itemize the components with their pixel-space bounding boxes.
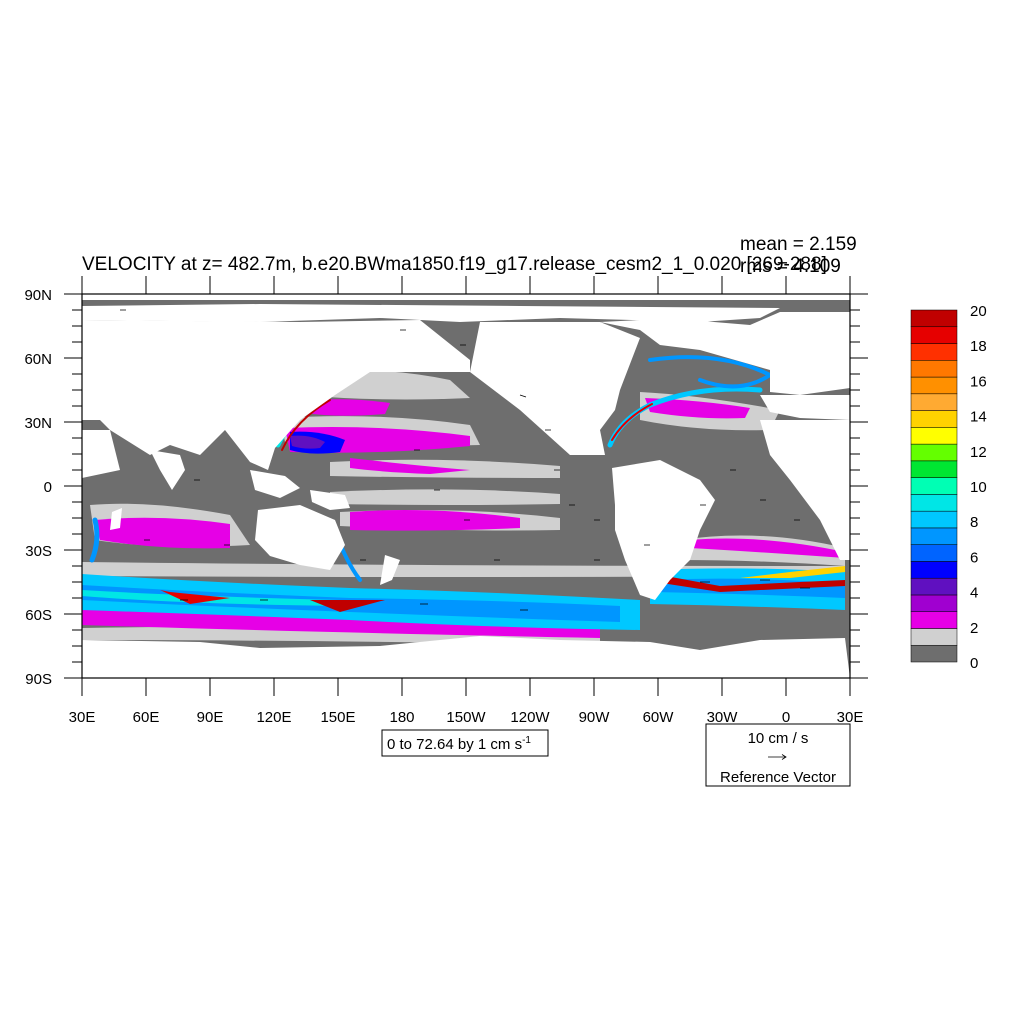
lat-label: 60N <box>24 351 52 368</box>
lon-label: 30E <box>837 709 864 726</box>
lon-label: 60W <box>643 709 675 726</box>
reference-arrow-icon <box>768 754 787 760</box>
colorbar-swatch <box>910 544 958 562</box>
lon-label: 30W <box>707 709 739 726</box>
lon-label: 90E <box>197 709 224 726</box>
colorbar-swatch <box>910 494 958 512</box>
lon-label: 120E <box>256 709 291 726</box>
lon-label: 150W <box>446 709 486 726</box>
latitude-labels: 90N 60N 30N 0 30S 60S 90S <box>24 287 52 688</box>
lon-label: 0 <box>782 709 790 726</box>
colorbar-label: 0 <box>970 655 978 672</box>
colorbar-swatch <box>910 628 958 646</box>
colorbar-swatch <box>910 427 958 445</box>
colorbar-label: 16 <box>970 373 987 390</box>
longitude-labels: 30E 60E 90E 120E 150E 180 150W 120W 90W … <box>69 709 864 726</box>
lat-label: 30N <box>24 415 52 432</box>
colorbar-swatch <box>910 393 958 411</box>
lon-label: 150E <box>320 709 355 726</box>
lat-label: 90N <box>24 287 52 304</box>
colorbar-label: 20 <box>970 303 987 320</box>
colorbar-swatch <box>910 527 958 545</box>
colorbar-swatch <box>910 611 958 629</box>
colorbar-label: 6 <box>970 549 978 566</box>
contour-info-box: 0 to 72.64 by 1 cm s-1 <box>381 729 549 757</box>
mean-value: mean = 2.159 <box>740 234 857 255</box>
colorbar-swatch <box>910 309 958 328</box>
colorbar-swatch <box>910 443 958 462</box>
colorbar-label: 8 <box>970 514 978 531</box>
tick-marks <box>64 276 868 696</box>
colorbar-label: 4 <box>970 585 978 602</box>
colorbar-swatch <box>910 460 958 478</box>
colorbar-swatch <box>910 326 958 344</box>
plot-title: VELOCITY at z= 482.7m, b.e20.BWma1850.f1… <box>82 254 827 275</box>
lat-label: 0 <box>44 479 52 496</box>
colorbar-label: 18 <box>970 338 987 355</box>
lat-label: 30S <box>25 543 52 560</box>
colorbar-swatch <box>910 343 958 361</box>
rms-value: rms = 4.109 <box>740 256 841 277</box>
reference-vector-box: 10 cm / s Reference Vector <box>705 723 851 787</box>
colorbar-swatch <box>910 577 958 596</box>
colorbar-swatch <box>910 510 958 529</box>
colorbar-swatch <box>910 477 958 495</box>
land-masses <box>82 294 850 678</box>
colorbar-label: 14 <box>970 409 987 426</box>
lon-label: 60E <box>133 709 160 726</box>
colorbar-swatch <box>910 644 958 663</box>
velocity-arrows <box>120 309 810 611</box>
colorbar-swatch <box>910 376 958 395</box>
lon-label: 90W <box>579 709 611 726</box>
lat-label: 60S <box>25 607 52 624</box>
antarctic-circumpolar-current <box>82 566 845 630</box>
lon-label: 120W <box>510 709 550 726</box>
reference-magnitude: 10 cm / s <box>748 730 809 747</box>
map-area <box>82 294 850 678</box>
colorbar-label: 10 <box>970 479 987 496</box>
colorbar-label: 12 <box>970 444 987 461</box>
contour-info-text: 0 to 72.64 by 1 cm s-1 <box>387 735 531 753</box>
lon-label: 30E <box>69 709 96 726</box>
reference-label: Reference Vector <box>720 769 836 786</box>
colorbar-swatch <box>910 594 958 612</box>
colorbar-swatch <box>910 561 958 579</box>
colorbar-label: 2 <box>970 620 978 637</box>
colorbar-swatch <box>910 410 958 428</box>
lat-label: 90S <box>25 671 52 688</box>
lon-label: 180 <box>389 709 414 726</box>
colorbar-swatch <box>910 360 958 378</box>
